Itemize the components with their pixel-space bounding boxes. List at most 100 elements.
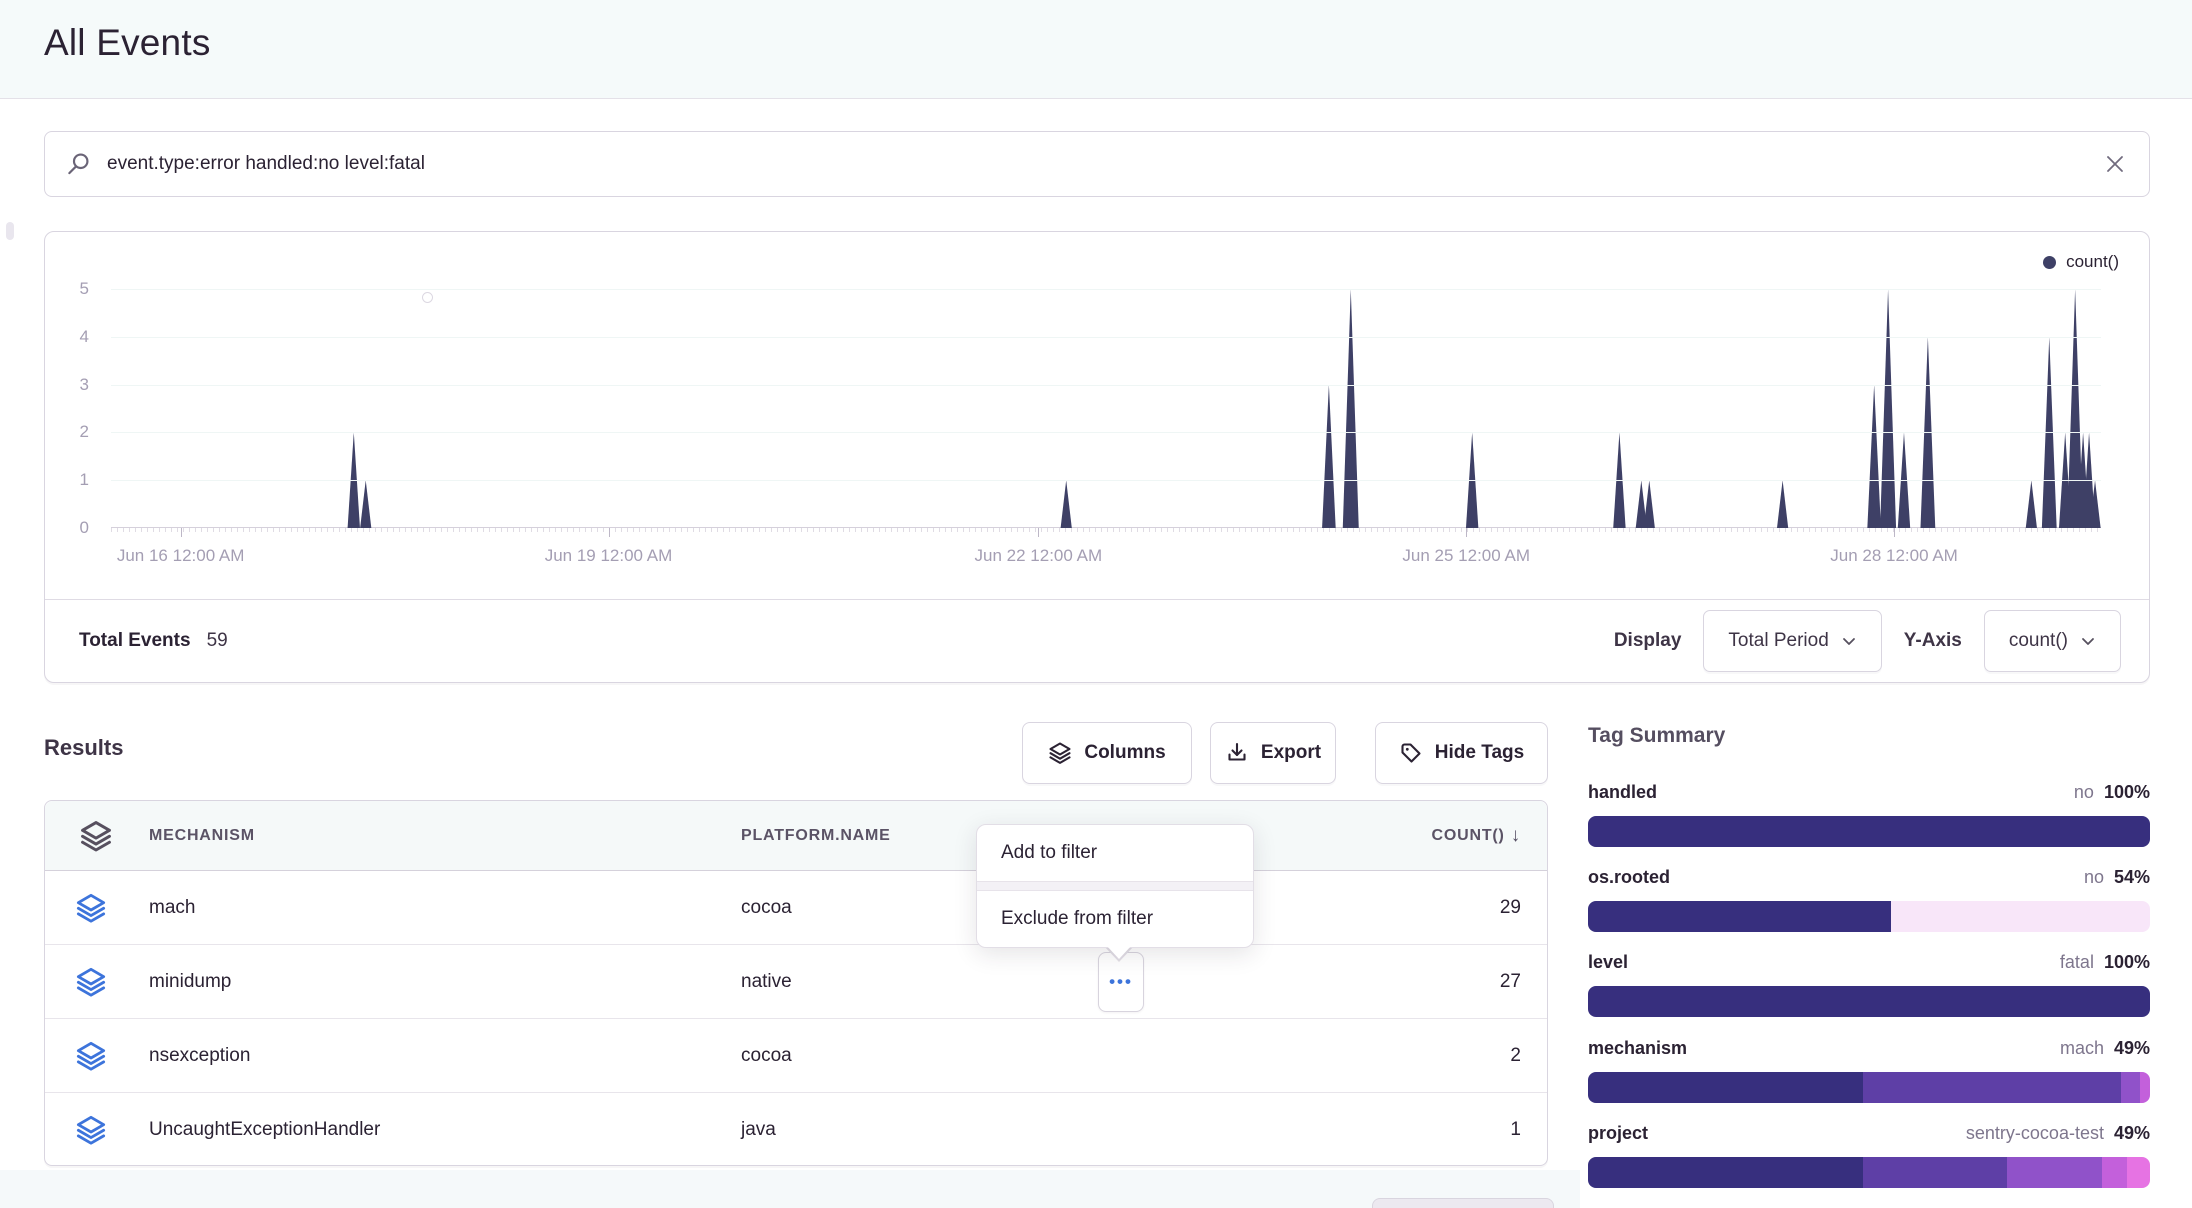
cell-count[interactable]: 27	[1499, 971, 1521, 992]
tag-bar-segment[interactable]	[2102, 1157, 2128, 1188]
scrollbar-fragment	[6, 222, 14, 240]
count-spike	[1322, 384, 1336, 528]
x-axis-minor-ticks	[111, 528, 2101, 532]
column-header-label: PLATFORM.NAME	[741, 827, 891, 844]
tag-name: project	[1588, 1123, 1649, 1143]
display-dropdown-value: Total Period	[1728, 630, 1829, 651]
count-spike	[360, 480, 372, 528]
close-icon[interactable]	[2103, 152, 2127, 176]
tag-value-label: sentry-cocoa-test	[1965, 1123, 2104, 1143]
tag-bar-handled[interactable]	[1588, 816, 2150, 847]
tag-top-value: no 100%	[2074, 782, 2150, 803]
cell-platform[interactable]: cocoa	[741, 1045, 792, 1066]
tag-bar-mechanism[interactable]	[1588, 1072, 2150, 1103]
cell-count[interactable]: 29	[1499, 897, 1521, 918]
x-axis-tick-label: Jun 19 12:00 AM	[544, 546, 673, 565]
menu-separator	[977, 881, 1253, 891]
tag-row-handled: handled no 100%	[1588, 782, 2150, 803]
tag-bar-level[interactable]	[1588, 986, 2150, 1017]
cell-mechanism[interactable]: minidump	[149, 971, 232, 992]
x-axis-tick	[1894, 528, 1896, 537]
tag-icon	[1399, 741, 1423, 765]
x-axis-tick	[1466, 528, 1468, 537]
table-row-mach: mach cocoa 29	[45, 871, 1547, 945]
chart-footer: Total Events 59 Display Total Period Y-A…	[45, 599, 2149, 682]
tag-bar-segment[interactable]	[2006, 1157, 2103, 1188]
count-spike	[1060, 480, 1072, 528]
cell-platform[interactable]: native	[741, 971, 792, 992]
cell-mechanism[interactable]: UncaughtExceptionHandler	[149, 1119, 381, 1140]
total-events-value: 59	[206, 630, 228, 651]
display-dropdown[interactable]: Total Period	[1703, 610, 1882, 672]
layers-icon	[75, 871, 107, 945]
y-axis-tick-label: 2	[79, 422, 89, 442]
search-bar[interactable]	[44, 131, 2150, 197]
tag-bar-project[interactable]	[1588, 1157, 2150, 1188]
cell-platform[interactable]: java	[741, 1119, 776, 1140]
pagination-button-fragment[interactable]	[1372, 1198, 1554, 1208]
display-label: Display	[1613, 630, 1682, 651]
tag-bar-segment[interactable]	[2120, 1072, 2140, 1103]
tag-value-pct: 49%	[2113, 1123, 2150, 1143]
tag-bar-segment[interactable]	[1588, 901, 1892, 932]
search-input[interactable]	[107, 153, 2091, 175]
cell-platform[interactable]: cocoa	[741, 897, 792, 918]
chart-legend[interactable]: count()	[2043, 252, 2119, 272]
tag-name: handled	[1588, 782, 1658, 802]
x-axis-line	[111, 527, 2101, 528]
ellipsis-icon: •••	[1109, 972, 1133, 991]
x-axis-tick-label: Jun 28 12:00 AM	[1830, 546, 1958, 565]
count-spike	[2089, 480, 2101, 528]
layers-icon	[75, 945, 107, 1019]
chart-gridline	[111, 289, 2101, 290]
menu-item-exclude-from-filter[interactable]: Exclude from filter	[1001, 908, 1154, 929]
tag-bar-segment[interactable]	[1588, 1157, 1864, 1188]
column-header-platformname[interactable]: PLATFORM.NAME	[741, 801, 891, 871]
column-header-mechanism[interactable]: MECHANISM	[149, 801, 255, 871]
tag-row-mechanism: mechanism mach 49%	[1588, 1038, 2150, 1059]
tag-bar-segment[interactable]	[1863, 1072, 2121, 1103]
export-button[interactable]: Export	[1210, 722, 1336, 784]
yaxis-label: Y-Axis	[1903, 630, 1962, 651]
columns-button[interactable]: Columns	[1022, 722, 1192, 784]
tag-row-os-rooted: os.rooted no 54%	[1588, 867, 2150, 888]
count-series	[347, 289, 2101, 528]
tag-bar-os-rooted[interactable]	[1588, 901, 2150, 932]
tag-bar-segment[interactable]	[1588, 986, 2150, 1017]
chart-gridline	[111, 384, 2101, 386]
table-header-row: MECHANISM PLATFORM.NAME COUNT() ↓	[45, 801, 1547, 871]
tag-bar-segment[interactable]	[1588, 816, 2150, 847]
hide-tags-button[interactable]: Hide Tags	[1375, 722, 1548, 784]
button-label: Hide Tags	[1434, 742, 1525, 763]
tag-bar-segment[interactable]	[2127, 1157, 2150, 1188]
x-axis-tick-label: Jun 22 12:00 AM	[974, 546, 1103, 565]
tag-row-level: level fatal 100%	[1588, 952, 2150, 973]
column-header-count[interactable]: COUNT() ↓	[1432, 801, 1521, 871]
tag-value-pct: 100%	[2103, 782, 2150, 802]
tag-bar-segment[interactable]	[1891, 901, 2150, 932]
yaxis-dropdown-value: count()	[2008, 630, 2068, 651]
tag-value-label: no	[2083, 867, 2104, 887]
layers-icon	[75, 1093, 107, 1167]
tag-top-value: no 54%	[2084, 867, 2150, 888]
yaxis-dropdown[interactable]: count()	[1983, 610, 2121, 672]
count-spike	[1777, 480, 1789, 528]
search-icon	[65, 151, 91, 177]
cell-mechanism[interactable]: mach	[149, 897, 196, 918]
cell-count[interactable]: 2	[1510, 1045, 1521, 1066]
tag-value-pct: 54%	[2113, 867, 2150, 887]
tag-value-label: no	[2073, 782, 2094, 802]
cell-context-menu: Add to filter Exclude from filter	[976, 824, 1254, 948]
tag-bar-segment[interactable]	[2139, 1072, 2150, 1103]
menu-item-add-to-filter[interactable]: Add to filter	[1001, 842, 1098, 863]
tag-bar-segment[interactable]	[1863, 1157, 2007, 1188]
tag-name: mechanism	[1588, 1038, 1688, 1058]
tag-bar-segment[interactable]	[1588, 1072, 1864, 1103]
cell-mechanism[interactable]: nsexception	[149, 1045, 251, 1066]
y-axis-tick-label: 3	[79, 374, 89, 394]
x-axis-tick-label: Jun 25 12:00 AM	[1402, 546, 1530, 565]
cell-count[interactable]: 1	[1510, 1119, 1521, 1140]
page-title: All Events	[44, 22, 211, 63]
context-menu-arrow	[1106, 945, 1132, 959]
download-icon	[1225, 741, 1249, 765]
